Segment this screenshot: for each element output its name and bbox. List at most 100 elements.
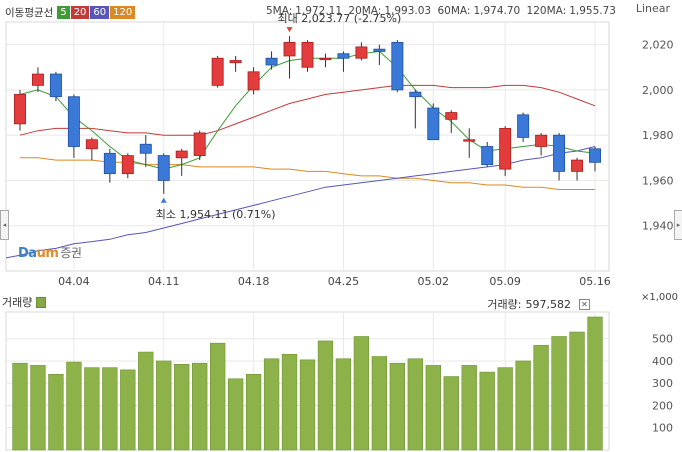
price-tick-label: 1,960 <box>642 174 674 187</box>
candle-down <box>49 73 62 98</box>
volume-title-label: 거래량 <box>2 296 33 309</box>
candle-down <box>103 152 116 175</box>
close-icon[interactable]: ✕ <box>579 298 590 310</box>
candle-up <box>301 41 314 68</box>
volume-bar <box>569 331 585 451</box>
volume-bar <box>407 358 423 451</box>
ma60-value: 1,974.70 <box>473 5 521 17</box>
volume-bar <box>192 362 208 451</box>
candle-down <box>67 96 80 147</box>
candle-down <box>589 148 601 163</box>
volume-tick-label: 500 <box>652 333 673 346</box>
volume-bar <box>515 360 531 451</box>
volume-bar <box>335 358 352 451</box>
scroll-left-handle[interactable]: ◂ <box>0 210 9 240</box>
volume-unit: ×1,000 <box>640 292 678 303</box>
volume-panel-title[interactable]: 거래량 <box>2 294 47 310</box>
volume-bar <box>497 367 513 451</box>
ma5-value: 1,972.11 <box>295 5 343 17</box>
volume-bar <box>533 345 549 451</box>
candle-up <box>229 60 242 64</box>
volume-tick-label: 400 <box>652 355 673 368</box>
candle-up <box>445 112 458 120</box>
candle-down <box>517 114 530 138</box>
price-tick-label: 1,980 <box>642 129 674 142</box>
ma5-swatch[interactable]: 5 <box>57 5 70 19</box>
volume-tick-label: 100 <box>652 422 673 435</box>
candle-down <box>373 48 386 52</box>
volume-bar <box>425 365 441 451</box>
volume-bar <box>12 362 28 451</box>
volume-bar <box>389 362 406 451</box>
price-tick-label: 2,000 <box>642 84 674 97</box>
candle-down <box>427 107 440 141</box>
candle-up <box>571 159 584 172</box>
candle-up <box>247 71 260 91</box>
volume-bar <box>587 316 603 451</box>
volume-tick-label: 200 <box>652 399 673 412</box>
low-annotation: 최소 1,954.11 (0.71%) <box>156 208 276 221</box>
volume-bar <box>30 365 46 451</box>
candle-up <box>85 139 98 150</box>
ma-legend-title: 이동평균선 <box>5 6 54 19</box>
volume-color-swatch[interactable] <box>36 296 47 308</box>
candle-down <box>481 146 494 166</box>
ma60-swatch[interactable]: 60 <box>90 5 110 19</box>
volume-readout: 거래량: 597,582 ✕ <box>487 296 590 312</box>
volume-bar <box>84 367 100 451</box>
candle-up <box>355 46 368 59</box>
candle-down <box>391 41 404 91</box>
ma120-value: 1,955.73 <box>569 5 616 17</box>
volume-bar <box>479 371 495 451</box>
candle-down <box>139 143 152 154</box>
scroll-right-handle[interactable]: ▸ <box>674 210 682 240</box>
volume-bar <box>120 369 136 451</box>
volume-bar <box>156 360 172 451</box>
candle-up <box>535 134 548 147</box>
volume-bar <box>551 336 567 451</box>
volume-bar <box>263 358 280 451</box>
volume-tick-label: 300 <box>652 377 673 390</box>
axes: 1,940 1,960 1,980 2,000 2,020 04.04 04.11 04.18… <box>58 39 673 435</box>
volume-bar <box>299 359 316 451</box>
candle-up <box>319 57 332 61</box>
candle-down <box>157 155 170 181</box>
candle-up <box>499 127 512 170</box>
candle-down <box>265 57 278 66</box>
ma20-swatch[interactable]: 20 <box>70 5 90 19</box>
date-tick-label: 04.04 <box>58 275 90 288</box>
ma20-label: 20MA: <box>348 5 382 17</box>
volume-bar <box>317 340 334 451</box>
date-tick-label: 04.11 <box>148 275 180 288</box>
ma-legend[interactable]: 이동평균선 5 20 60 120 <box>4 5 136 19</box>
ma120-swatch[interactable]: 120 <box>110 5 136 19</box>
high-annotation: 최대 2,023.77 (-2.75%) <box>278 12 402 25</box>
volume-bar <box>281 353 298 451</box>
candle-up <box>175 150 188 159</box>
volume-bar <box>227 378 244 451</box>
volume-bar <box>66 361 82 451</box>
volume-bar <box>209 342 226 451</box>
daum-logo: Daum 증권 <box>18 246 82 261</box>
volume-bar <box>353 336 370 451</box>
low-marker <box>160 197 167 203</box>
candles <box>14 36 601 194</box>
date-tick-label: 04.25 <box>328 275 360 288</box>
price-tick-label: 1,940 <box>642 220 674 233</box>
ma60-label: 60MA: <box>437 5 471 17</box>
volume-bar <box>443 376 459 451</box>
scale-mode-toggle[interactable]: Linear <box>635 2 670 15</box>
date-tick-label: 04.18 <box>238 275 270 288</box>
volume-readout-value: 597,582 <box>525 297 572 311</box>
high-marker <box>286 27 293 33</box>
volume-bar <box>102 367 118 451</box>
volume-bar <box>174 364 190 451</box>
candle-up <box>463 139 476 142</box>
ma20-line <box>19 84 596 136</box>
candle-up <box>283 41 296 57</box>
candle-up <box>31 73 44 86</box>
volume-bar <box>371 356 388 451</box>
volume-bar <box>48 374 64 451</box>
volume-bars <box>12 316 603 451</box>
